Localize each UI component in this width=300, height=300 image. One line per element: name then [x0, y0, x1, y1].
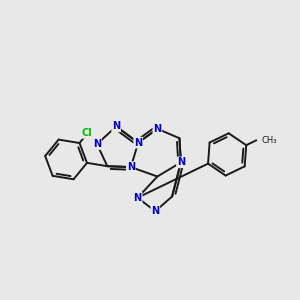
Text: CH₃: CH₃	[262, 136, 277, 145]
Text: N: N	[153, 124, 161, 134]
Text: N: N	[177, 158, 185, 167]
Text: N: N	[134, 138, 142, 148]
Text: N: N	[127, 162, 135, 172]
Text: N: N	[151, 206, 159, 216]
Text: N: N	[112, 122, 120, 131]
Text: N: N	[93, 139, 101, 149]
Text: N: N	[134, 193, 142, 203]
Text: Cl: Cl	[81, 128, 92, 138]
